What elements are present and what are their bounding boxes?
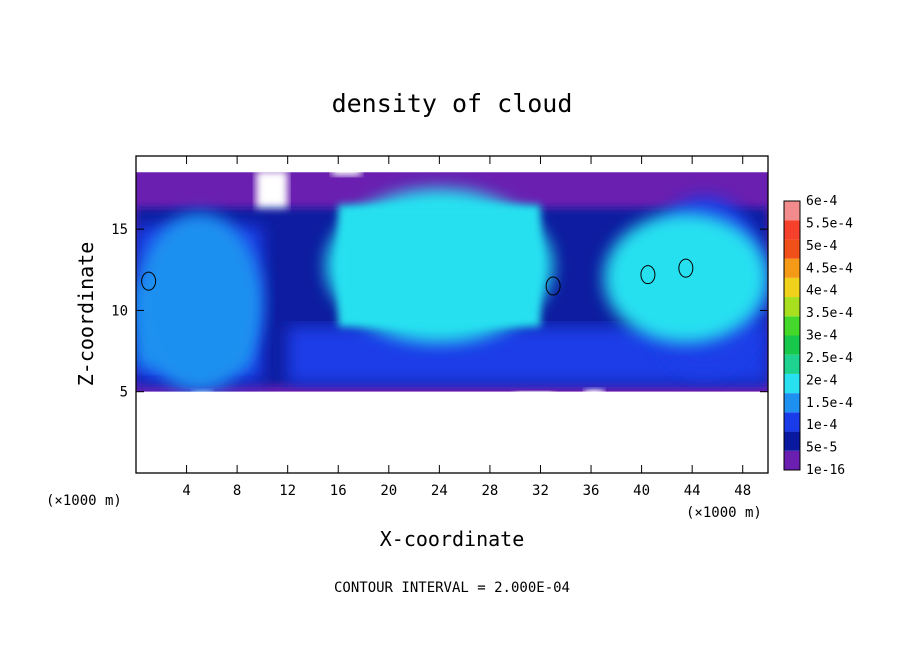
contour-line xyxy=(141,271,157,291)
colorbar-label: 1.5e-4 xyxy=(806,396,853,411)
x-axis-ticks: 4 8 12 16 20 24 28 32 36 40 44 48 xyxy=(182,156,751,499)
x-tick-label: 24 xyxy=(431,483,448,499)
colorbar-frame xyxy=(783,200,801,471)
colorbar-label: 6e-4 xyxy=(806,194,837,209)
x-tick-label: 16 xyxy=(330,483,347,499)
x-tick-label: 4 xyxy=(182,483,190,499)
colorbar-label: 5.5e-4 xyxy=(806,216,853,231)
x-tick-label: 36 xyxy=(583,483,600,499)
colorbar-swatch xyxy=(784,277,800,298)
y-axis-ticks: 5 10 15 xyxy=(111,222,768,401)
x-tick-label: 48 xyxy=(734,483,751,499)
colorbar-swatch xyxy=(784,450,800,470)
colorbar: 1e-16 5e-5 1e-4 1.5e-4 2e-4 2.5e-4 3e-4 3.5e-4 4… xyxy=(783,194,853,478)
contour-line xyxy=(545,276,561,296)
cloud-gap xyxy=(331,156,361,176)
contour-interval-note: CONTOUR INTERVAL = 2.000E-04 xyxy=(334,580,570,596)
plot-frame xyxy=(135,155,769,474)
colorbar-swatch xyxy=(784,335,800,355)
colorbar-swatch xyxy=(784,258,800,278)
x-axis-label: X-coordinate xyxy=(380,527,525,551)
colorbar-swatch xyxy=(784,239,800,259)
colorbar-swatch xyxy=(784,297,800,317)
region-core-body xyxy=(338,204,541,327)
colorbar-label: 2.5e-4 xyxy=(806,351,853,366)
x-tick-label: 8 xyxy=(233,483,241,499)
colorbar-swatch xyxy=(784,431,800,451)
x-tick-label: 44 xyxy=(684,483,701,499)
y-tick-label: 10 xyxy=(111,303,128,319)
x-tick-label: 20 xyxy=(380,483,397,499)
colorbar-label: 3e-4 xyxy=(806,329,837,344)
colorbar-swatch xyxy=(784,201,800,221)
colorbar-label: 4.5e-4 xyxy=(806,261,853,276)
contour-line xyxy=(640,265,656,285)
z-unit-label: (×1000 m) xyxy=(46,493,122,509)
region-left-layer xyxy=(136,212,263,392)
colorbar-swatch xyxy=(784,316,800,336)
colorbar-label: 3.5e-4 xyxy=(806,306,853,321)
colorbar-swatch xyxy=(784,393,800,413)
colorbar-swatch xyxy=(784,373,800,394)
colorbar-swatch xyxy=(784,354,800,374)
colorbar-swatch xyxy=(784,220,800,240)
colorbar-swatch xyxy=(784,412,800,432)
colorbar-label: 4e-4 xyxy=(806,284,837,299)
x-tick-label: 12 xyxy=(279,483,296,499)
clear-air xyxy=(136,391,768,473)
y-axis-label: Z-coordinate xyxy=(74,242,98,387)
y-tick-label: 15 xyxy=(111,222,128,238)
x-tick-label: 40 xyxy=(633,483,650,499)
colorbar-label: 5e-4 xyxy=(806,239,837,254)
x-tick-label: 32 xyxy=(532,483,549,499)
colorbar-label: 1e-16 xyxy=(806,463,845,478)
x-tick-label: 28 xyxy=(481,483,498,499)
colorbar-label: 2e-4 xyxy=(806,373,837,388)
cloud-density-field xyxy=(136,156,768,473)
contour-line xyxy=(678,258,694,278)
x-unit-label: (×1000 m) xyxy=(686,505,762,521)
chart-title: density of cloud xyxy=(332,89,573,118)
region-right-anvil xyxy=(603,212,768,343)
colorbar-label: 5e-5 xyxy=(806,441,837,456)
colorbar-label: 1e-4 xyxy=(806,418,837,433)
y-tick-label: 5 xyxy=(120,385,128,401)
